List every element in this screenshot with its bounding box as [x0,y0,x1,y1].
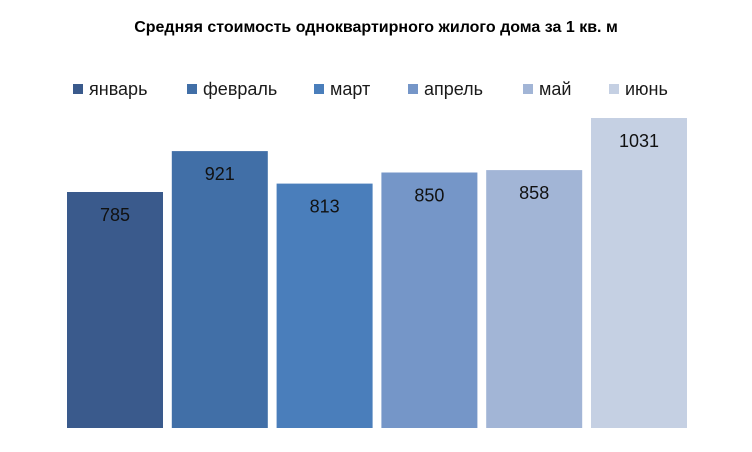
bar [591,118,687,428]
data-label: 921 [205,164,235,184]
bar [67,192,163,428]
legend-label: март [330,78,371,99]
legend-swatch [408,84,418,94]
data-label: 785 [100,205,130,225]
legend-swatch [187,84,197,94]
legend-label: февраль [203,78,278,99]
legend-item: апрель [408,78,483,100]
legend-item: май [523,78,571,100]
bar [486,170,583,428]
data-label: 1031 [619,131,659,151]
bar [276,183,373,428]
legend-swatch [314,84,324,94]
legend-label: апрель [424,78,484,99]
legend-swatch [73,84,83,94]
data-label: 850 [414,186,444,206]
bar [381,172,478,428]
data-label: 858 [519,183,549,203]
legend-swatch [609,84,619,94]
legend-item: март [314,78,370,100]
legend-label: июнь [625,78,668,99]
legend-swatch [523,84,533,94]
chart-title: Средняя стоимость одноквартирного жилого… [134,19,618,36]
legend-item: февраль [187,78,277,100]
bar [171,151,268,428]
data-label: 813 [310,197,340,217]
legend-item: июнь [609,78,668,100]
legend-label: январь [89,78,148,99]
legend: январь февраль март апрель май июнь [0,78,752,100]
legend-item: январь [73,78,147,100]
legend-label: май [539,78,572,99]
